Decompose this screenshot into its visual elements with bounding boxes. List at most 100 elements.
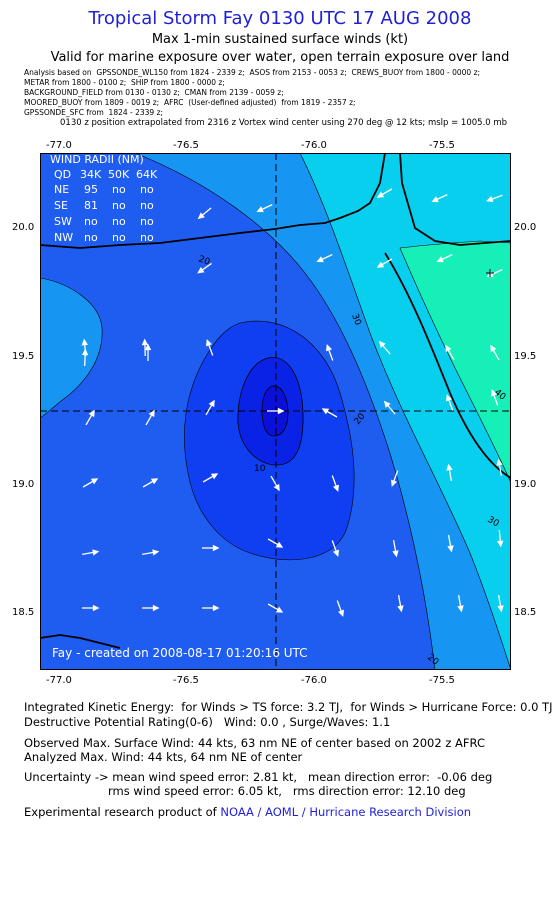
analysis-source-line: METAR from 1800 - 0100 z; SHIP from 1800…	[24, 78, 225, 87]
wind-radii-cell: no	[84, 231, 98, 244]
wind-radii-header: 50K	[108, 168, 130, 181]
wind-field-svg: WIND RADII (NM) QD 34K 50K 64K NE 95 no …	[40, 153, 511, 670]
wind-arrow-head	[391, 479, 398, 487]
wind-arrow-head	[212, 604, 220, 612]
lon-tick-label: -75.5	[429, 140, 455, 151]
wind-arrow-head	[376, 261, 385, 268]
wind-band-20-30-west	[40, 277, 103, 419]
coastline	[399, 153, 511, 246]
wind-arrow-head	[332, 484, 339, 492]
wind-radii-header: 64K	[136, 168, 158, 181]
wind-arrow-head	[392, 550, 399, 558]
lat-tick-label: 18.5	[514, 607, 537, 618]
wind-radii-cell: no	[140, 199, 154, 212]
wind-arrow-head	[150, 478, 159, 485]
wind-arrow-head	[383, 400, 391, 408]
wind-arrow-head	[277, 407, 285, 415]
uncertainty-mean: Uncertainty -> mean wind speed error: 2.…	[24, 770, 493, 784]
wind-radii-cell: SW	[54, 215, 72, 228]
wind-arrow-head	[210, 473, 219, 480]
wind-arrow-head	[496, 458, 503, 466]
wind-radii-table: WIND RADII (NM) QD 34K 50K 64K NE 95 no …	[50, 153, 158, 244]
lon-tick-label: -77.0	[46, 140, 72, 151]
contour-label: 30	[349, 313, 362, 327]
lat-tick-label: 20.0	[514, 222, 537, 233]
wind-arrow-head	[197, 212, 205, 220]
wind-arrow-head	[256, 206, 264, 213]
wind-arrow-head	[316, 256, 324, 263]
wind-radii-header: QD	[54, 168, 71, 181]
coastline	[40, 153, 386, 249]
analysis-source-line: BACKGROUND_FIELD from 0130 - 0130 z; CMA…	[24, 88, 284, 97]
position-note: 0130 z position extrapolated from 2316 z…	[60, 118, 508, 128]
lat-tick-label: 19.5	[12, 351, 35, 362]
analyzed-max-wind: Analyzed Max. Wind: 44 kts, 64 nm NE of …	[24, 750, 303, 764]
wind-arrow-head	[397, 605, 404, 613]
wind-arrow-head	[212, 544, 220, 552]
wind-arrow-head	[447, 545, 454, 553]
wind-radii-title: WIND RADII (NM)	[50, 153, 144, 166]
map-credit: Fay - created on 2008-08-17 01:20:16 UTC	[52, 646, 308, 660]
wind-radii-header: 34K	[80, 168, 102, 181]
wind-arrow-head	[92, 604, 100, 612]
wind-arrow-head	[321, 408, 330, 415]
lat-tick-label: 18.5	[12, 607, 35, 618]
wind-arrow-head	[148, 409, 155, 418]
wind-radii-cell: 95	[84, 183, 98, 196]
wind-arrow-head	[275, 541, 284, 548]
wind-arrow-head	[445, 344, 452, 353]
wind-arrow-head	[152, 604, 160, 612]
observed-max-wind: Observed Max. Surface Wind: 44 kts, 63 n…	[24, 736, 485, 750]
lon-tick-label: -76.5	[173, 140, 199, 151]
dpr-line: Destructive Potential Rating(0-6) Wind: …	[24, 715, 391, 729]
wind-radii-cell: no	[84, 215, 98, 228]
wind-arrow-head	[337, 609, 344, 617]
wind-arrow-head	[144, 343, 152, 351]
wind-radii-cell: no	[140, 215, 154, 228]
wind-arrow-head	[332, 549, 339, 557]
wind-radii-cell: no	[112, 215, 126, 228]
map-subtitle-validity: Valid for marine exposure over water, op…	[50, 50, 510, 65]
wind-arrow-head	[431, 196, 439, 203]
wind-radii-cell: 81	[84, 199, 98, 212]
wind-radii-cell: NW	[54, 231, 73, 244]
lon-tick-label: -75.5	[429, 675, 455, 686]
product-prefix: Experimental research product of	[24, 805, 221, 819]
wind-arrow-head	[446, 394, 453, 402]
lon-tick-label: -76.0	[301, 140, 327, 151]
wind-arrow-head	[206, 339, 213, 347]
lon-tick-label: -77.0	[46, 675, 72, 686]
wind-arrow-head	[273, 483, 280, 492]
wind-radii-cell: no	[140, 183, 154, 196]
wind-arrow-head	[141, 338, 149, 346]
wind-arrow-head	[275, 606, 284, 613]
map-title: Tropical Storm Fay 0130 UTC 17 AUG 2008	[88, 8, 472, 29]
wind-radii-cell: NE	[54, 183, 69, 196]
wind-arrow-head	[486, 195, 494, 202]
wind-radii-cell: no	[112, 183, 126, 196]
lat-tick-label: 20.0	[12, 222, 35, 233]
wind-radii-cell: SE	[54, 199, 68, 212]
coastline	[384, 252, 511, 479]
wind-arrow-head	[497, 540, 504, 548]
wind-arrow-head	[92, 549, 100, 556]
wind-arrow-head	[197, 267, 205, 274]
map-subtitle-variable: Max 1-min sustained surface winds (kt)	[151, 32, 409, 47]
lat-tick-label: 19.0	[12, 479, 35, 490]
wind-arrow-head	[152, 549, 160, 556]
wind-arrow-head	[491, 389, 498, 397]
ike-line: Integrated Kinetic Energy: for Winds > T…	[24, 700, 553, 714]
wind-radii-cell: no	[112, 199, 126, 212]
lat-tick-label: 19.5	[514, 351, 537, 362]
wind-arrow-head	[81, 338, 88, 346]
wind-arrow-head	[88, 409, 95, 418]
coastline	[40, 634, 121, 649]
product-credit: Experimental research product of NOAA / …	[24, 805, 471, 819]
wind-arrow-head	[436, 256, 444, 263]
wind-arrow-head	[90, 478, 99, 485]
lat-tick-label: 19.0	[514, 479, 537, 490]
wind-arrow-head	[497, 605, 504, 613]
wind-arrow-head	[490, 344, 497, 353]
wind-arrow-head	[376, 191, 385, 198]
wind-arrow-head	[457, 605, 464, 613]
